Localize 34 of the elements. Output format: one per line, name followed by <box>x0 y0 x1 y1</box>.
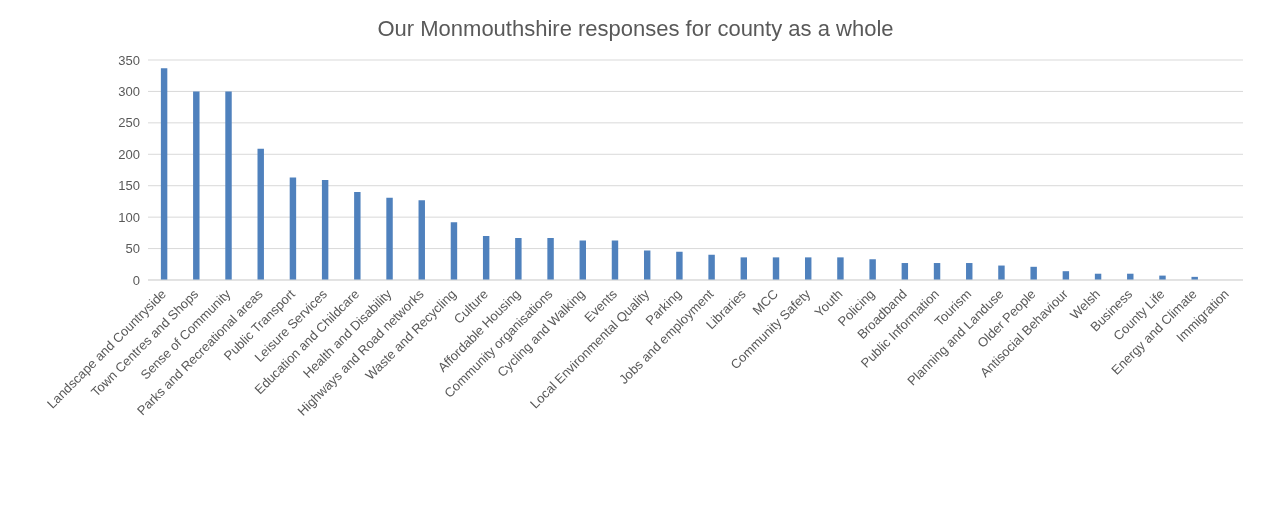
bar <box>289 177 297 280</box>
bar <box>225 91 232 280</box>
bar <box>354 192 361 280</box>
y-tick-label: 100 <box>118 209 140 225</box>
bar <box>611 240 619 280</box>
bar <box>643 250 651 280</box>
bar <box>740 257 748 280</box>
bar <box>515 237 522 280</box>
chart-title: Our Monmouthshire responses for county as a whole <box>376 16 895 42</box>
bar <box>257 148 264 280</box>
bar <box>160 68 168 280</box>
bar <box>450 222 458 280</box>
y-tick-label: 0 <box>132 272 140 288</box>
bar <box>547 237 554 280</box>
bar <box>321 180 329 280</box>
bar <box>482 236 490 280</box>
bar <box>193 91 200 280</box>
bar <box>708 254 715 280</box>
bar <box>998 265 1005 280</box>
bar <box>869 259 876 280</box>
bar <box>1030 266 1037 280</box>
y-tick-label: 150 <box>118 178 140 194</box>
bar <box>386 197 393 280</box>
y-tick-label: 200 <box>118 146 140 162</box>
bar <box>676 251 683 280</box>
bar <box>579 240 586 280</box>
y-tick-label: 250 <box>118 115 140 131</box>
bar <box>805 257 812 280</box>
bar <box>418 200 425 280</box>
y-tick-label: 50 <box>125 241 140 257</box>
y-tick-label: 350 <box>118 52 140 68</box>
y-tick-label: 300 <box>118 84 140 100</box>
bar <box>772 257 780 280</box>
bar <box>837 257 844 280</box>
